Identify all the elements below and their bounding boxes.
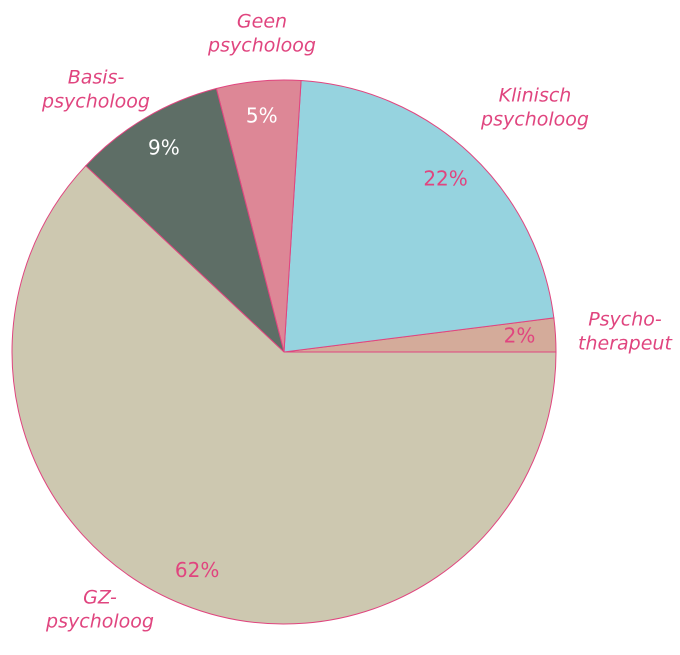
value-label: 62% (175, 558, 219, 582)
slice-name: Geen (237, 11, 287, 33)
pie-slice (85, 87, 285, 354)
slice-name: therapeut (578, 333, 673, 355)
slice-name: psycholoog (207, 35, 316, 57)
slice-name: Psycho- (588, 309, 662, 331)
pie-slice (11, 165, 557, 625)
value-label: 5% (246, 104, 278, 128)
slice-name: psycholoog (41, 91, 150, 113)
value-label: 9% (148, 135, 180, 159)
slice-name: Klinisch (499, 85, 572, 107)
value-label: 22% (423, 166, 467, 190)
slice-name: psycholoog (480, 109, 589, 131)
pie-slice (283, 80, 555, 353)
slice-name: Basis- (68, 67, 125, 89)
value-label: 2% (504, 324, 536, 348)
slice-name: GZ- (83, 587, 117, 609)
slice-name: psycholoog (45, 611, 154, 633)
